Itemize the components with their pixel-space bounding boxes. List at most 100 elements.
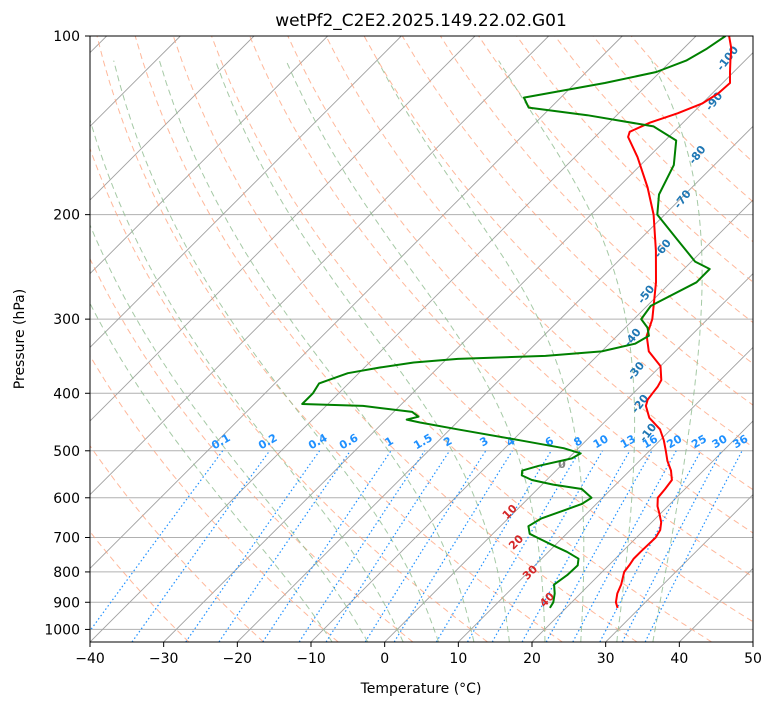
isotherm-line bbox=[90, 36, 697, 642]
isotherm-line bbox=[458, 346, 753, 642]
moist-adiabat-label: -80 bbox=[686, 143, 709, 167]
isotherm-line bbox=[752, 641, 753, 642]
isotherm-line bbox=[90, 36, 623, 569]
x-tick-label: 20 bbox=[523, 651, 541, 667]
mixing-ratio-line bbox=[262, 450, 392, 642]
mixing-ratio-line bbox=[325, 450, 451, 642]
chart-title: wetPf2_C2E2.2025.149.22.02.G01 bbox=[275, 11, 567, 31]
moist-adiabat-line bbox=[90, 223, 369, 642]
mixing-ratio-label: 25 bbox=[689, 432, 709, 451]
mixing-ratio-line bbox=[90, 450, 224, 632]
x-tick-label: −10 bbox=[296, 651, 326, 667]
isotherm-line bbox=[310, 199, 753, 642]
mixing-ratio-line bbox=[599, 450, 702, 642]
isotherm-line bbox=[605, 494, 753, 642]
axes: −40 −30 −20 −10 0 10 20 30 40 5010020030040050060… bbox=[44, 29, 762, 667]
dry-adiabat-label: 30 bbox=[520, 562, 540, 582]
mixing-ratio-label: 0.2 bbox=[256, 431, 279, 452]
moist-adiabat-label: -70 bbox=[671, 187, 694, 211]
dry-adiabat-line bbox=[90, 444, 264, 642]
mixing-ratio-line bbox=[545, 450, 653, 642]
mixing-ratio-line bbox=[131, 450, 271, 642]
y-tick-label: 500 bbox=[53, 444, 80, 460]
y-tick-label: 700 bbox=[53, 531, 80, 547]
dry-adiabat-line bbox=[249, 36, 753, 578]
y-tick-label: 600 bbox=[53, 491, 80, 507]
mixing-ratio-line bbox=[298, 450, 426, 642]
x-tick-label: −20 bbox=[223, 651, 253, 667]
y-tick-label: 1000 bbox=[44, 622, 80, 638]
x-tick-label: 30 bbox=[597, 651, 615, 667]
moist-adiabat-line bbox=[113, 60, 439, 642]
moist-adiabat-line bbox=[90, 117, 404, 642]
x-tick-label: −40 bbox=[75, 651, 105, 667]
dry-adiabat-line bbox=[90, 530, 190, 642]
dry-adiabat-line bbox=[516, 36, 753, 283]
mixing-ratio-label: 13 bbox=[618, 432, 638, 451]
mixing-ratio-line bbox=[185, 450, 321, 642]
mixing-ratio-line bbox=[572, 450, 677, 642]
mixing-ratio-label: 1.5 bbox=[411, 431, 434, 452]
mixing-ratio-label: 0.4 bbox=[306, 431, 330, 452]
background-lines bbox=[90, 36, 753, 642]
isotherm-line bbox=[90, 36, 476, 422]
y-tick-label: 900 bbox=[53, 595, 80, 611]
dry-adiabat-line bbox=[325, 36, 753, 491]
mixing-ratio-label: 30 bbox=[710, 432, 730, 451]
isotherm-line bbox=[384, 273, 753, 642]
moist-adiabat-line bbox=[214, 60, 510, 642]
dry-adiabat-line bbox=[90, 354, 339, 642]
moist-adiabat-line bbox=[377, 60, 585, 642]
x-tick-label: −30 bbox=[149, 651, 179, 667]
dry-adiabat-line bbox=[96, 36, 563, 642]
y-axis-label: Pressure (hPa) bbox=[12, 289, 28, 389]
isotherm-line bbox=[90, 36, 549, 496]
dry-adiabat-line bbox=[134, 36, 638, 642]
mixing-ratio-line bbox=[364, 450, 487, 642]
isotherm-line bbox=[679, 567, 753, 642]
mixing-ratio-line bbox=[218, 450, 351, 642]
isotherm-line bbox=[90, 36, 255, 201]
mixing-ratio-line bbox=[521, 450, 631, 642]
mixing-ratio-label: 36 bbox=[730, 432, 750, 451]
dry-adiabat-line bbox=[554, 36, 753, 243]
dry-adiabat-line bbox=[439, 36, 753, 365]
mixing-ratio-label: 8 bbox=[571, 434, 584, 449]
mixing-ratio-label: 10 bbox=[591, 432, 611, 451]
moist-adiabat-line bbox=[498, 60, 636, 642]
dewpoint-profile-line bbox=[301, 36, 727, 609]
x-tick-label: 10 bbox=[449, 651, 467, 667]
plot-frame bbox=[89, 35, 754, 643]
sounding-profiles bbox=[301, 36, 733, 609]
isotherm-line bbox=[237, 125, 753, 642]
isotherm-line bbox=[531, 420, 753, 642]
x-tick-label: 40 bbox=[670, 651, 688, 667]
dry-adiabat-line bbox=[90, 147, 488, 642]
y-tick-label: 800 bbox=[53, 565, 80, 581]
y-tick-label: 300 bbox=[53, 312, 80, 328]
dry-adiabat-line bbox=[211, 36, 753, 623]
mixing-ratio-line bbox=[644, 450, 743, 642]
mixing-ratio-label: 1 bbox=[383, 434, 396, 449]
dry-adiabat-line bbox=[592, 36, 753, 203]
mixing-ratio-label: 0.1 bbox=[209, 431, 232, 452]
dry-adiabat-line bbox=[172, 36, 712, 642]
mixing-ratio-line bbox=[435, 450, 552, 642]
temperature-profile-line bbox=[614, 36, 733, 609]
mixing-ratio-line bbox=[466, 450, 581, 642]
x-axis-label: Temperature (°C) bbox=[360, 681, 482, 697]
mixing-ratio-label: 3 bbox=[477, 434, 490, 449]
y-tick-label: 100 bbox=[53, 29, 80, 45]
dry-adiabat-line bbox=[287, 36, 753, 534]
y-tick-label: 400 bbox=[53, 386, 80, 402]
isotherm-line bbox=[163, 52, 753, 642]
dry-adiabat-line bbox=[90, 257, 414, 642]
isotherm-line bbox=[90, 36, 328, 275]
dry-adiabat-label: 20 bbox=[506, 532, 526, 552]
moist-adiabat-line bbox=[158, 60, 475, 642]
moist-adiabat-label: -30 bbox=[625, 359, 648, 383]
y-tick-label: 200 bbox=[53, 208, 80, 224]
line-labels: 0.1 0.2 0.4 0.6 1 1.5 2 3 4 6 8 10 13 16 20 25 30 36-100-… bbox=[209, 43, 750, 610]
x-tick-label: 50 bbox=[744, 651, 762, 667]
